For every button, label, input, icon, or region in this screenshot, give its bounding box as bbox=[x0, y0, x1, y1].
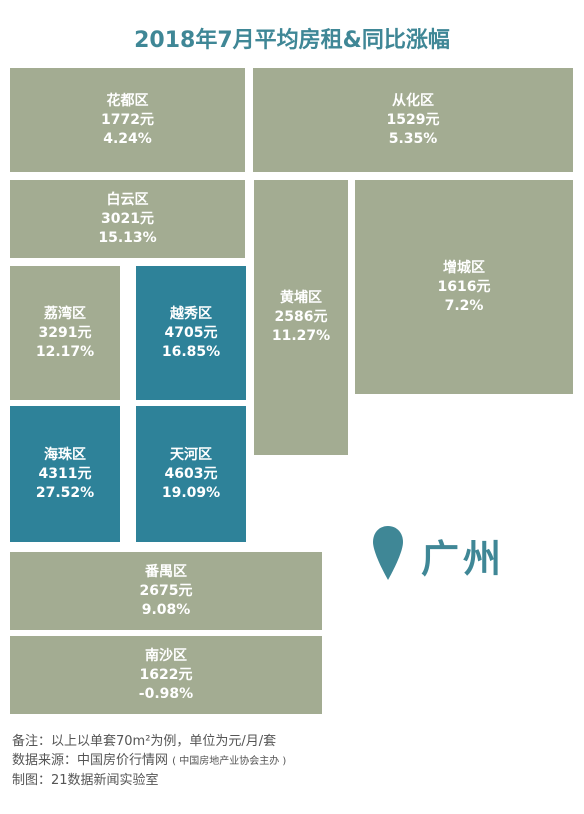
district-tile: 白云区 3021元 15.13% bbox=[10, 180, 245, 258]
district-tile: 花都区 1772元 4.24% bbox=[10, 68, 245, 172]
district-tile: 番禺区 2675元 9.08% bbox=[10, 552, 322, 630]
district-change: 9.08% bbox=[141, 601, 191, 618]
district-rent: 3021元 bbox=[101, 210, 154, 227]
district-name: 天河区 bbox=[170, 446, 212, 463]
district-tile: 天河区 4603元 19.09% bbox=[136, 406, 246, 542]
district-name: 白云区 bbox=[106, 191, 149, 208]
district-tile: 荔湾区 3291元 12.17% bbox=[10, 266, 120, 400]
district-name: 番禺区 bbox=[145, 563, 187, 580]
district-change: 7.2% bbox=[444, 297, 484, 314]
district-name: 增城区 bbox=[443, 259, 485, 276]
district-change: 19.09% bbox=[161, 484, 221, 501]
district-tile: 海珠区 4311元 27.52% bbox=[10, 406, 120, 542]
district-rent: 2675元 bbox=[139, 582, 193, 599]
district-change: 16.85% bbox=[161, 343, 221, 360]
district-change: 5.35% bbox=[388, 130, 438, 147]
district-tile: 南沙区 1622元 -0.98% bbox=[10, 636, 322, 714]
district-name: 从化区 bbox=[392, 92, 434, 109]
district-rent: 4311元 bbox=[38, 465, 92, 482]
district-name: 黄埔区 bbox=[280, 290, 322, 306]
district-name: 海珠区 bbox=[44, 446, 86, 463]
note-source: 数据来源：中国房价行情网 ( 中国房地产业协会主办 ) bbox=[12, 751, 286, 771]
district-tile: 从化区 1529元 5.35% bbox=[253, 68, 573, 172]
district-change: 4.24% bbox=[103, 130, 152, 147]
district-name: 荔湾区 bbox=[44, 305, 86, 322]
district-rent: 1616元 bbox=[437, 278, 491, 295]
city-marker: 广州 bbox=[373, 522, 533, 582]
district-tile: 黄埔区 2586元 11.27% bbox=[254, 180, 348, 455]
district-tile: 增城区 1616元 7.2% bbox=[355, 180, 573, 394]
district-tile: 越秀区 4705元 16.85% bbox=[136, 266, 246, 400]
district-rent: 4705元 bbox=[164, 324, 218, 341]
district-change: 12.17% bbox=[35, 343, 95, 360]
district-rent: 1622元 bbox=[139, 666, 193, 683]
footnotes: 备注：以上以单套70m²为例，单位为元/月/套 数据来源：中国房价行情网 ( 中… bbox=[12, 732, 286, 790]
district-name: 花都区 bbox=[106, 92, 149, 109]
district-rent: 1529元 bbox=[386, 111, 440, 128]
note-source-text: 数据来源：中国房价行情网 bbox=[12, 753, 169, 768]
district-change: 15.13% bbox=[98, 229, 157, 246]
note-source-org: ( 中国房地产业协会主办 ) bbox=[172, 756, 287, 767]
district-rent: 3291元 bbox=[38, 324, 92, 341]
district-rent: 1772元 bbox=[101, 111, 154, 128]
city-name: 广州 bbox=[421, 537, 506, 581]
district-name: 南沙区 bbox=[145, 647, 187, 664]
note-credit: 制图：21数据新闻实验室 bbox=[12, 773, 159, 788]
district-change: -0.98% bbox=[138, 685, 194, 702]
district-rent: 4603元 bbox=[164, 465, 218, 482]
district-change: 27.52% bbox=[35, 484, 95, 501]
district-name: 越秀区 bbox=[170, 305, 212, 322]
district-rent: 2586元 bbox=[274, 309, 328, 325]
location-pin-icon bbox=[373, 526, 403, 580]
note-remark: 备注：以上以单套70m²为例，单位为元/月/套 bbox=[12, 734, 277, 749]
district-change: 11.27% bbox=[271, 328, 331, 344]
chart-title: 2018年7月平均房租&同比涨幅 bbox=[134, 28, 450, 53]
